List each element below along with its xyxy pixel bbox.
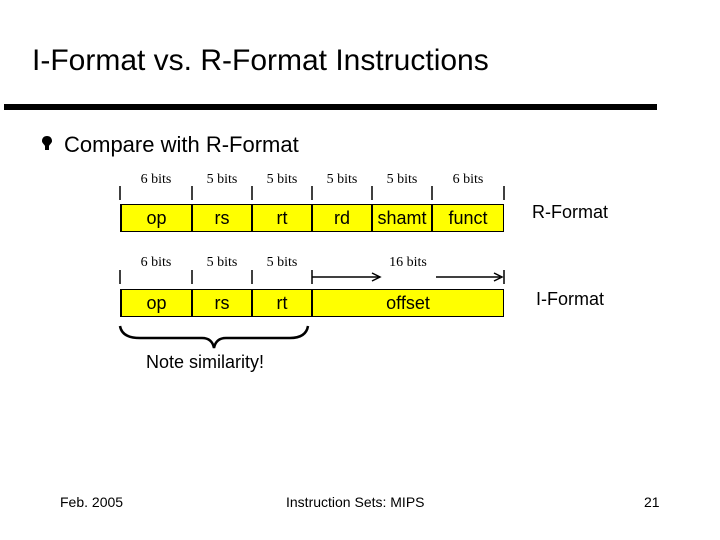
i-format-label: I-Format xyxy=(536,289,605,309)
r-field-rd: rd xyxy=(312,204,372,232)
i-bits-offset: 16 bits xyxy=(389,255,427,270)
r-bits-rd: 5 bits xyxy=(326,172,358,187)
r-bits-op: 6 bits xyxy=(140,172,172,187)
footer-center: Instruction Sets: MIPS xyxy=(286,494,425,510)
i-field-offset: offset xyxy=(312,289,504,317)
r-bits-rt: 5 bits xyxy=(266,172,298,187)
i-field-op: op xyxy=(120,289,192,317)
r-bits-funct: 6 bits xyxy=(452,172,484,187)
title-rule xyxy=(4,104,657,110)
bullet-icon xyxy=(42,136,52,150)
i-bits-op: 6 bits xyxy=(140,255,172,270)
r-format-ticks xyxy=(119,186,505,200)
r-bits-rs: 5 bits xyxy=(206,172,238,187)
bullet-text: Compare with R-Format xyxy=(64,132,299,157)
i-field-rs: rs xyxy=(192,289,252,317)
i-bits-rt: 5 bits xyxy=(266,255,298,270)
r-field-rt: rt xyxy=(252,204,312,232)
slide-title: I-Format vs. R-Format Instructions xyxy=(32,44,489,77)
i-field-rt: rt xyxy=(252,289,312,317)
i-format-ticks xyxy=(119,270,505,284)
similarity-note: Note similarity! xyxy=(146,352,265,372)
similarity-brace xyxy=(118,325,310,349)
r-field-shamt: shamt xyxy=(372,204,432,232)
r-bits-shamt: 5 bits xyxy=(386,172,418,187)
r-field-funct: funct xyxy=(432,204,504,232)
footer-date: Feb. 2005 xyxy=(60,494,124,510)
i-bits-rs: 5 bits xyxy=(206,255,238,270)
r-format-label: R-Format xyxy=(532,202,608,222)
page-number: 21 xyxy=(644,494,660,510)
r-field-rs: rs xyxy=(192,204,252,232)
r-field-op: op xyxy=(120,204,192,232)
